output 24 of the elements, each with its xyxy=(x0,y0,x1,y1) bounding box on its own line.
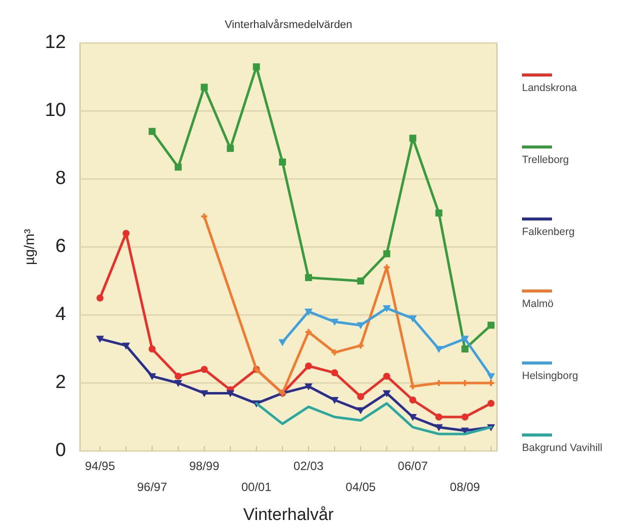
legend-label: Helsingborg xyxy=(522,370,578,382)
y-tick-label: 2 xyxy=(55,372,66,394)
legend-label: Falkenberg xyxy=(522,226,575,238)
legend-label: Trelleborg xyxy=(522,154,570,166)
y-axis-title: µg/m³ xyxy=(21,228,37,266)
y-tick-label: 0 xyxy=(55,440,66,462)
x-tick-label: 94/95 xyxy=(84,459,116,473)
legend-label: Bakgrund Vavihill xyxy=(522,442,602,454)
y-tick-label: 4 xyxy=(55,304,66,326)
x-tick-label: 04/05 xyxy=(346,480,376,494)
x-tick-label: 08/09 xyxy=(450,480,480,494)
x-tick-label: 02/03 xyxy=(294,459,324,473)
x-tick-label: 00/01 xyxy=(241,480,272,494)
chart-title: Vinterhalvårsmedelvärden xyxy=(224,19,352,31)
y-tick-label: 10 xyxy=(44,100,66,122)
y-tick-label: 12 xyxy=(44,32,66,54)
y-tick-label: 6 xyxy=(55,236,66,258)
x-tick-label: 96/97 xyxy=(137,480,168,494)
x-tick-label: 98/99 xyxy=(189,459,220,473)
x-axis-title: Vinterhalvår xyxy=(243,505,334,524)
legend-label: Landskrona xyxy=(522,82,578,94)
x-tick-label: 06/07 xyxy=(398,459,428,473)
y-tick-label: 8 xyxy=(55,168,66,190)
legend-label: Malmö xyxy=(522,298,554,310)
